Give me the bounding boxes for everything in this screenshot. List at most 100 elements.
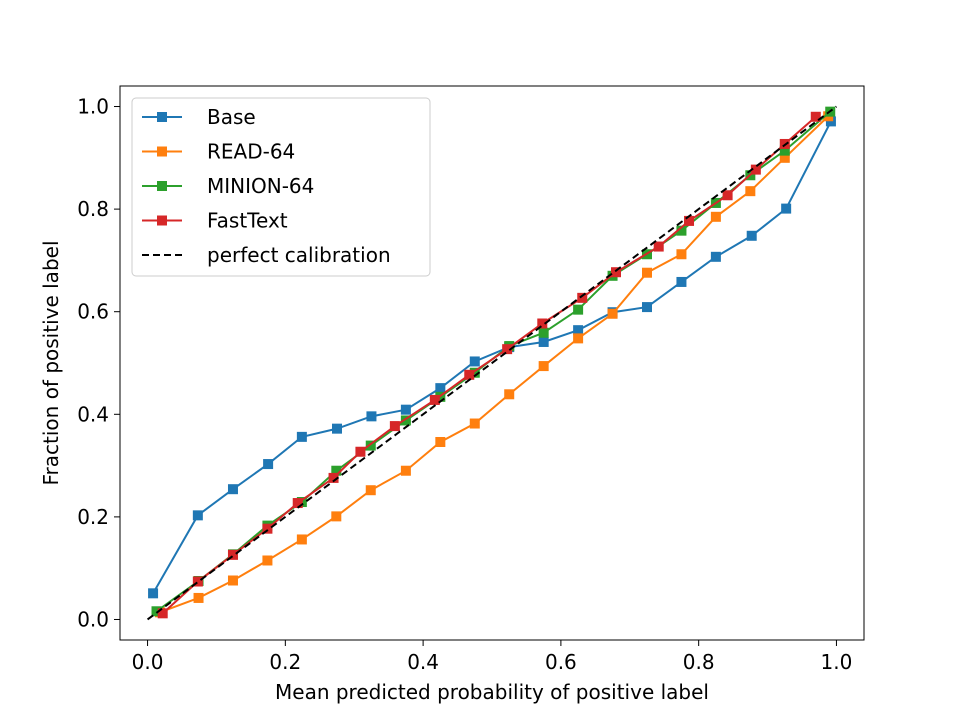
data-point [365, 440, 376, 451]
legend-item: perfect calibration [142, 243, 391, 267]
data-point [151, 606, 162, 617]
data-point [366, 411, 377, 422]
data-point [227, 575, 238, 586]
data-point [469, 367, 480, 378]
x-tick-label: 0.4 [407, 650, 439, 674]
data-point [825, 116, 836, 127]
legend-item: MINION-64 [142, 174, 314, 198]
data-point [537, 318, 548, 329]
data-point [538, 336, 549, 347]
series-line [162, 116, 817, 615]
data-point [746, 230, 757, 241]
data-point [577, 292, 588, 303]
data-point [262, 523, 273, 534]
legend-swatch-marker [157, 181, 167, 191]
data-point [779, 145, 790, 156]
data-point [227, 549, 238, 560]
data-point [573, 325, 584, 336]
data-point [355, 446, 366, 457]
data-point [296, 534, 307, 545]
x-axis-label: Mean predicted probability of positive l… [275, 680, 709, 704]
x-tick-label: 1.0 [821, 650, 853, 674]
data-point [469, 356, 480, 367]
x-tick-label: 0.0 [132, 650, 164, 674]
y-tick-label: 0.2 [77, 505, 109, 529]
series-line [146, 105, 838, 621]
y-tick-label: 0.4 [77, 402, 109, 426]
legend: Base READ-64 MINION-64 FastText perfect cali… [131, 97, 431, 277]
data-point [262, 555, 273, 566]
data-point [331, 511, 342, 522]
data-point [573, 304, 584, 315]
data-point [435, 436, 446, 447]
data-point [573, 333, 584, 344]
axes-frame [119, 85, 865, 641]
legend-item: READ-64 [142, 140, 295, 164]
data-point [332, 423, 342, 434]
data-point [607, 308, 618, 319]
data-point [502, 344, 513, 355]
data-point [538, 361, 549, 372]
legend-label: Base [207, 105, 256, 129]
plot-area [119, 85, 865, 641]
legend-box [131, 97, 431, 277]
data-point [781, 203, 792, 214]
data-point [192, 576, 203, 587]
data-point [676, 225, 687, 236]
legend-label: MINION-64 [207, 174, 314, 198]
data-point [642, 267, 652, 278]
data-point [653, 241, 664, 252]
x-tick-label: 0.8 [683, 650, 715, 674]
series-layer [146, 105, 838, 621]
y-tick-label: 1.0 [77, 95, 109, 119]
y-axis-ticks: 0.0 0.2 0.4 0.6 0.8 1.0 [77, 95, 120, 631]
data-point [296, 431, 307, 442]
data-point [148, 588, 159, 599]
data-point [469, 418, 480, 429]
legend-label: FastText [207, 209, 288, 233]
data-point [429, 394, 440, 405]
data-point [810, 111, 821, 122]
x-tick-label: 0.2 [269, 650, 301, 674]
data-point [400, 404, 411, 415]
series-line [152, 120, 832, 594]
data-point [328, 472, 339, 483]
data-point [400, 415, 411, 426]
data-point [435, 383, 446, 394]
data-point [722, 190, 733, 201]
data-point [750, 164, 761, 175]
legend-swatch-marker [157, 112, 167, 122]
x-tick-label: 0.6 [545, 650, 577, 674]
data-point [263, 459, 274, 470]
y-tick-label: 0.8 [77, 197, 109, 221]
legend-item: Base [142, 105, 256, 129]
data-point [676, 276, 687, 287]
data-point [464, 369, 475, 380]
data-point [193, 592, 204, 603]
data-point [642, 302, 652, 313]
legend-label: READ-64 [207, 140, 295, 164]
data-point [504, 389, 515, 400]
data-point [331, 465, 342, 476]
data-point [192, 510, 203, 521]
data-point [292, 498, 303, 509]
y-tick-label: 0.0 [77, 607, 109, 631]
data-point [400, 465, 411, 476]
series-perfect-calibration [146, 105, 838, 621]
legend-swatch-marker [157, 146, 167, 157]
y-tick-label: 0.6 [77, 300, 109, 324]
data-point [538, 327, 549, 338]
data-point [157, 608, 168, 619]
data-point [611, 267, 621, 278]
legend-item: FastText [142, 209, 288, 233]
data-point [745, 186, 756, 197]
legend-swatch-marker [157, 215, 167, 226]
data-point [710, 251, 721, 262]
x-axis-ticks: 0.0 0.2 0.4 0.6 0.8 1.0 [132, 640, 853, 674]
data-point [227, 484, 238, 495]
legend-label: perfect calibration [207, 243, 391, 267]
data-point [676, 249, 687, 260]
data-point [710, 211, 721, 222]
data-point [389, 421, 400, 432]
